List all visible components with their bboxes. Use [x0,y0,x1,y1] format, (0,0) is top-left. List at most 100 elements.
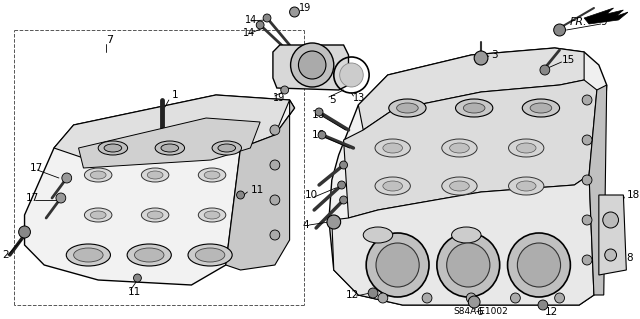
Text: 10: 10 [305,190,317,200]
Ellipse shape [141,208,169,222]
Circle shape [270,230,280,240]
Ellipse shape [104,144,122,152]
Polygon shape [24,95,294,285]
Ellipse shape [522,99,559,117]
Circle shape [62,173,72,183]
Circle shape [366,233,429,297]
Ellipse shape [127,244,172,266]
Text: 8: 8 [627,253,633,263]
Ellipse shape [98,141,127,155]
Circle shape [474,51,488,65]
Text: FR.: FR. [570,17,587,27]
Ellipse shape [161,144,179,152]
Circle shape [582,215,592,225]
Circle shape [340,63,364,87]
Text: 7: 7 [106,35,113,45]
Circle shape [508,233,570,297]
Ellipse shape [198,208,226,222]
Ellipse shape [204,211,220,219]
Circle shape [538,300,548,310]
Circle shape [605,249,616,261]
Polygon shape [599,195,627,275]
Ellipse shape [509,139,544,157]
Text: 12: 12 [346,290,359,300]
Circle shape [582,255,592,265]
Circle shape [437,233,500,297]
Text: 16: 16 [312,130,325,140]
Circle shape [270,160,280,170]
Ellipse shape [84,208,112,222]
Ellipse shape [74,248,103,262]
Text: 12: 12 [545,307,558,317]
Ellipse shape [90,171,106,179]
Ellipse shape [516,181,536,191]
Polygon shape [226,100,294,270]
Text: 17: 17 [26,193,39,203]
Text: 3: 3 [491,50,497,60]
Ellipse shape [90,211,106,219]
Ellipse shape [195,248,225,262]
Ellipse shape [450,143,469,153]
Ellipse shape [218,144,236,152]
Ellipse shape [456,99,493,117]
Text: 18: 18 [627,190,639,200]
Ellipse shape [450,181,469,191]
Ellipse shape [442,177,477,195]
Ellipse shape [375,139,410,157]
Ellipse shape [509,177,544,195]
Polygon shape [79,118,260,168]
Circle shape [290,7,300,17]
Text: 13: 13 [353,93,365,103]
Ellipse shape [516,143,536,153]
Ellipse shape [155,141,184,155]
Text: 11: 11 [127,287,141,297]
Circle shape [540,65,550,75]
Circle shape [237,191,244,199]
Text: 16: 16 [312,110,325,120]
Text: 5: 5 [329,95,335,105]
Circle shape [368,288,378,298]
Polygon shape [589,85,607,295]
Circle shape [376,243,419,287]
Circle shape [318,131,326,139]
Ellipse shape [397,103,418,113]
Circle shape [511,293,520,303]
Ellipse shape [84,168,112,182]
Ellipse shape [198,168,226,182]
Circle shape [298,51,326,79]
Text: 14: 14 [245,15,258,25]
Ellipse shape [530,103,552,113]
Ellipse shape [147,211,163,219]
Ellipse shape [375,177,410,195]
Circle shape [270,125,280,135]
Text: S84A-E1002: S84A-E1002 [454,308,508,316]
Circle shape [315,108,323,116]
Ellipse shape [188,244,232,266]
Polygon shape [584,8,628,24]
Ellipse shape [383,181,403,191]
Ellipse shape [383,143,403,153]
Text: 6: 6 [476,307,483,317]
Text: 15: 15 [561,55,575,65]
Text: 11: 11 [250,185,264,195]
Ellipse shape [452,227,481,243]
Polygon shape [273,45,349,90]
Ellipse shape [388,99,426,117]
Ellipse shape [67,244,111,266]
Polygon shape [332,175,594,305]
Text: 2: 2 [2,250,8,260]
Ellipse shape [141,168,169,182]
Circle shape [517,243,561,287]
Circle shape [256,21,264,29]
Polygon shape [54,95,290,163]
Circle shape [422,293,432,303]
Circle shape [582,175,592,185]
Text: 1: 1 [172,90,179,100]
Text: 9: 9 [601,17,607,27]
Circle shape [270,195,280,205]
Circle shape [582,95,592,105]
Polygon shape [358,48,584,130]
Circle shape [291,43,334,87]
Ellipse shape [212,141,241,155]
Circle shape [603,212,618,228]
